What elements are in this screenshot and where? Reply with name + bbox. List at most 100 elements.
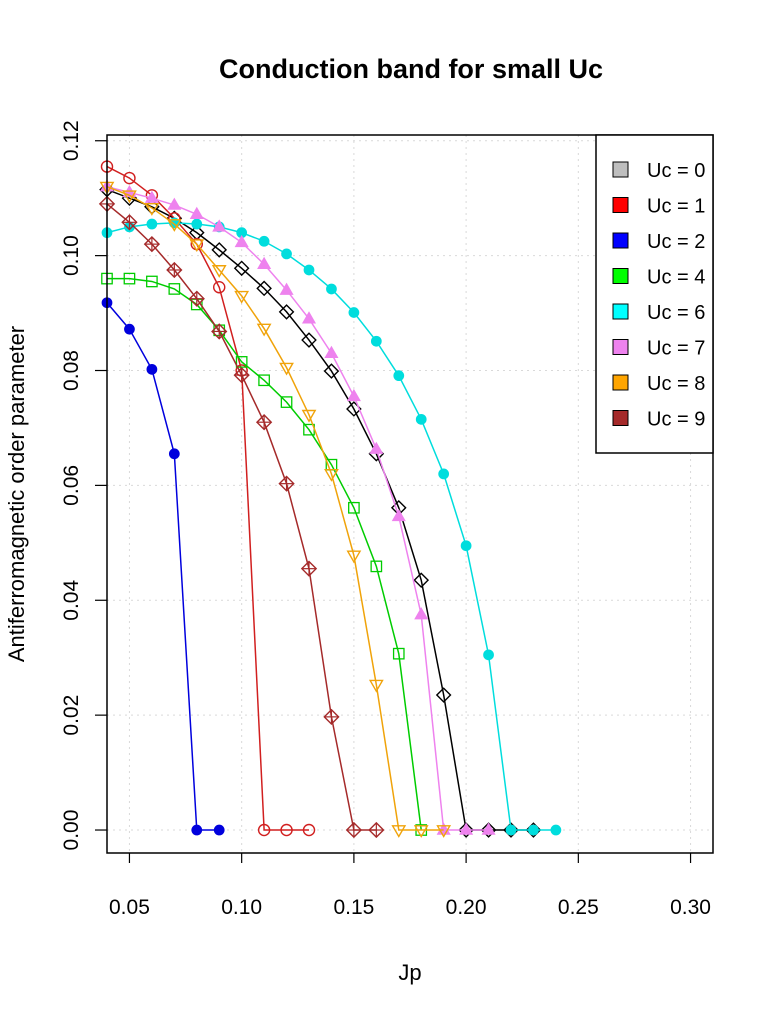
data-point bbox=[391, 825, 407, 838]
legend-label: Uc = 0 bbox=[647, 160, 705, 182]
data-point bbox=[168, 283, 181, 295]
series-line bbox=[106, 222, 556, 831]
data-point bbox=[122, 190, 137, 204]
data-point bbox=[168, 448, 180, 460]
data-point bbox=[257, 823, 271, 837]
y-tick-label: 0.10 bbox=[60, 235, 83, 276]
data-point bbox=[257, 256, 272, 269]
legend-swatch bbox=[612, 410, 629, 426]
data-point bbox=[348, 307, 360, 318]
data-point bbox=[459, 822, 474, 835]
x-axis-label: Jp bbox=[398, 960, 421, 985]
data-point bbox=[143, 235, 161, 253]
legend-swatch bbox=[612, 161, 629, 178]
data-point bbox=[189, 206, 204, 219]
data-point bbox=[191, 824, 203, 836]
series-line bbox=[106, 185, 444, 831]
data-point bbox=[550, 824, 562, 836]
legend-swatch bbox=[612, 303, 629, 320]
data-point bbox=[303, 264, 315, 276]
data-point bbox=[302, 823, 316, 837]
series-line bbox=[106, 185, 489, 831]
data-point bbox=[258, 374, 270, 387]
chart-title: Conduction band for small Uc bbox=[219, 54, 603, 84]
x-tick-label: 0.10 bbox=[221, 896, 262, 919]
data-point bbox=[413, 572, 430, 588]
data-point bbox=[438, 468, 450, 480]
data-point bbox=[413, 825, 429, 838]
data-point bbox=[348, 501, 360, 514]
legend-label: Uc = 2 bbox=[647, 231, 705, 253]
data-point bbox=[167, 197, 182, 210]
legend-label: Uc = 8 bbox=[647, 373, 705, 395]
data-point bbox=[281, 248, 292, 260]
data-point bbox=[211, 323, 228, 340]
legend: Uc = 0 Uc = 1 Uc = 2 Uc = 4 Uc = 6 Uc = 7 Uc =… bbox=[595, 134, 714, 454]
data-point bbox=[280, 396, 293, 408]
legend-label: Uc = 9 bbox=[647, 409, 705, 431]
series-line bbox=[107, 277, 422, 831]
data-point bbox=[528, 824, 539, 836]
data-point bbox=[233, 260, 250, 277]
legend-swatch bbox=[612, 374, 629, 391]
data-point bbox=[480, 822, 497, 838]
data-point bbox=[346, 388, 361, 402]
data-point bbox=[414, 607, 429, 620]
data-point bbox=[256, 280, 272, 297]
series bbox=[99, 181, 542, 838]
data-point bbox=[370, 335, 382, 347]
y-tick-label: 0.02 bbox=[60, 695, 83, 736]
data-point bbox=[391, 508, 406, 522]
data-point bbox=[279, 362, 294, 376]
data-point bbox=[144, 203, 160, 216]
data-point bbox=[258, 235, 270, 247]
series bbox=[99, 181, 452, 838]
data-point bbox=[278, 475, 295, 492]
x-tick-label: 0.30 bbox=[670, 896, 711, 919]
data-point bbox=[280, 823, 293, 837]
data-point bbox=[212, 219, 227, 232]
data-point bbox=[370, 560, 383, 573]
y-axis: 0.00 0.02 0.04 0.06 0.08 0.10 0.12 bbox=[60, 120, 107, 850]
series-line bbox=[106, 302, 220, 831]
data-point bbox=[368, 821, 385, 839]
data-point bbox=[146, 218, 158, 230]
data-point bbox=[191, 218, 203, 230]
data-point bbox=[505, 824, 517, 836]
legend-label: Uc = 4 bbox=[647, 267, 705, 289]
y-tick-label: 0.04 bbox=[60, 580, 83, 621]
data-point bbox=[278, 304, 295, 320]
legend-swatch bbox=[612, 197, 629, 213]
data-point bbox=[188, 290, 205, 307]
data-point bbox=[211, 265, 227, 278]
x-tick-label: 0.15 bbox=[333, 896, 374, 919]
data-point bbox=[279, 282, 294, 295]
series bbox=[99, 179, 496, 835]
series-line bbox=[106, 165, 309, 831]
data-point bbox=[458, 822, 474, 838]
data-point bbox=[189, 239, 205, 253]
data-point bbox=[368, 679, 384, 693]
data-point bbox=[166, 261, 183, 279]
data-point bbox=[300, 560, 318, 577]
legend-label: Uc = 6 bbox=[647, 302, 705, 324]
legend-swatch bbox=[612, 268, 629, 284]
legend-box bbox=[595, 134, 714, 454]
y-tick-label: 0.12 bbox=[60, 120, 83, 161]
data-point bbox=[211, 242, 228, 258]
data-point bbox=[345, 821, 363, 839]
series bbox=[101, 272, 428, 836]
data-point bbox=[301, 332, 317, 348]
plot-frame bbox=[106, 134, 714, 854]
data-point bbox=[255, 414, 273, 431]
data-point bbox=[323, 708, 340, 726]
series bbox=[101, 297, 225, 836]
data-point bbox=[146, 275, 158, 288]
series bbox=[98, 195, 385, 839]
data-point bbox=[483, 649, 494, 661]
data-point bbox=[144, 190, 159, 203]
data-point bbox=[481, 822, 496, 835]
data-point bbox=[346, 550, 362, 564]
y-axis-label: Antiferromagnetic order parameter bbox=[4, 326, 29, 662]
